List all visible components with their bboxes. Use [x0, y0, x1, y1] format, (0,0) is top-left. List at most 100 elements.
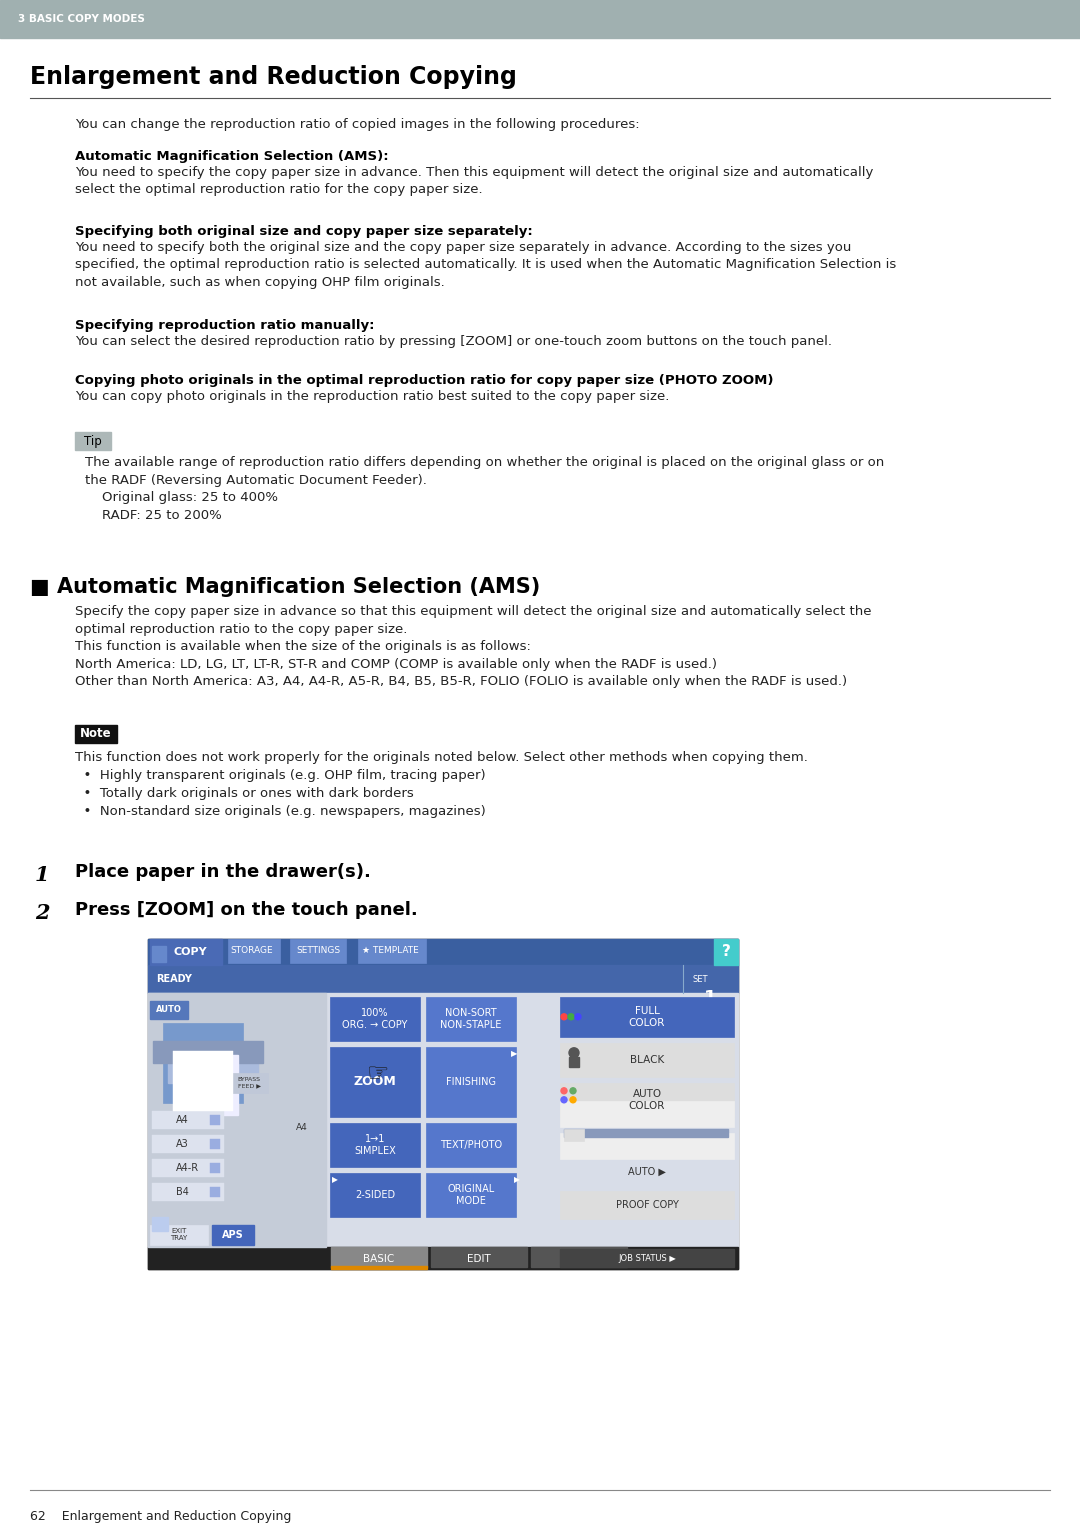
Text: You can select the desired reproduction ratio by pressing [ZOOM] or one-touch zo: You can select the desired reproduction … — [75, 336, 832, 348]
Bar — [431, 1247, 527, 1267]
Circle shape — [570, 1097, 576, 1103]
Text: Copying photo originals in the optimal reproduction ratio for copy paper size (P: Copying photo originals in the optimal r… — [75, 374, 773, 387]
Circle shape — [570, 1088, 576, 1094]
Bar — [561, 1132, 734, 1158]
Text: Specifying reproduction ratio manually:: Specifying reproduction ratio manually: — [75, 319, 375, 333]
Bar — [152, 1158, 224, 1177]
Bar — [569, 1057, 579, 1067]
Text: ■ Automatic Magnification Selection (AMS): ■ Automatic Magnification Selection (AMS… — [30, 578, 540, 597]
Text: You can copy photo originals in the reproduction ratio best suited to the copy p: You can copy photo originals in the repr… — [75, 390, 670, 403]
Circle shape — [561, 1088, 567, 1094]
Bar — [178, 1054, 238, 1115]
Circle shape — [575, 1013, 581, 1019]
Bar — [561, 1042, 734, 1077]
Bar — [152, 1216, 168, 1230]
Bar — [75, 724, 117, 743]
Bar — [330, 1247, 427, 1267]
Bar — [714, 938, 738, 964]
Bar — [153, 1041, 264, 1063]
Text: A4: A4 — [176, 1115, 189, 1125]
Text: ORIGINAL
MODE: ORIGINAL MODE — [447, 1184, 495, 1206]
Text: A3: A3 — [176, 1138, 189, 1149]
Text: STORAGE: STORAGE — [231, 946, 273, 955]
Bar — [291, 938, 346, 963]
Text: ▶: ▶ — [514, 1175, 519, 1184]
Text: PROOF COPY: PROOF COPY — [616, 1199, 678, 1210]
Text: B4: B4 — [176, 1187, 189, 1196]
Circle shape — [561, 1013, 567, 1019]
Text: BASIC: BASIC — [363, 1254, 394, 1264]
Bar — [210, 1187, 220, 1196]
Bar — [210, 1163, 220, 1174]
Bar — [150, 938, 222, 964]
Text: ZOOM: ZOOM — [353, 1076, 396, 1088]
Bar — [150, 1001, 188, 1019]
Text: Enlargement and Reduction Copying: Enlargement and Reduction Copying — [30, 66, 517, 89]
Bar — [564, 1129, 728, 1137]
Circle shape — [568, 1013, 573, 1019]
Text: AUTO ▶: AUTO ▶ — [629, 1167, 666, 1177]
Bar — [150, 1225, 208, 1245]
Bar — [330, 1123, 420, 1167]
Text: ▶: ▶ — [332, 1175, 338, 1184]
Bar — [163, 1022, 243, 1103]
Text: EDIT: EDIT — [468, 1254, 491, 1264]
Text: AUTO
COLOR: AUTO COLOR — [629, 1088, 665, 1111]
Bar — [152, 946, 166, 961]
Text: APS: APS — [222, 1230, 244, 1239]
Text: 1: 1 — [35, 865, 50, 885]
Text: 1→1
SIMPLEX: 1→1 SIMPLEX — [354, 1134, 396, 1157]
Bar — [330, 1047, 420, 1117]
Text: A4: A4 — [296, 1123, 308, 1132]
Text: ★ TEMPLATE: ★ TEMPLATE — [362, 946, 418, 955]
Bar — [561, 1083, 734, 1117]
Bar — [228, 938, 280, 963]
Bar — [357, 938, 426, 963]
Text: You need to specify both the original size and the copy paper size separately in: You need to specify both the original si… — [75, 240, 896, 289]
Text: Automatic Magnification Selection (AMS):: Automatic Magnification Selection (AMS): — [75, 150, 389, 163]
Text: FULL
COLOR: FULL COLOR — [629, 1005, 665, 1028]
Bar — [210, 1115, 220, 1125]
Bar — [0, 0, 1080, 38]
Bar — [173, 1051, 233, 1111]
Bar — [148, 993, 738, 1247]
Bar — [330, 996, 420, 1041]
Bar — [561, 1190, 734, 1219]
Text: SETTINGS: SETTINGS — [296, 946, 340, 955]
Bar — [152, 1183, 224, 1201]
Text: Note: Note — [80, 727, 112, 740]
Bar — [148, 938, 738, 1268]
Text: FINISHING: FINISHING — [446, 1077, 496, 1086]
Bar — [148, 993, 326, 1247]
Text: The available range of reproduction ratio differs depending on whether the origi: The available range of reproduction rati… — [85, 455, 885, 521]
Bar — [561, 1100, 734, 1126]
Bar — [426, 1047, 516, 1117]
Bar — [75, 432, 111, 451]
Bar — [561, 1248, 734, 1267]
Text: You need to specify the copy paper size in advance. Then this equipment will det: You need to specify the copy paper size … — [75, 167, 874, 197]
Text: ?: ? — [721, 944, 730, 960]
Text: You can change the reproduction ratio of copied images in the following procedur: You can change the reproduction ratio of… — [75, 118, 639, 131]
Bar — [426, 1174, 516, 1216]
Text: NON-SORT
NON-STAPLE: NON-SORT NON-STAPLE — [441, 1007, 502, 1030]
Bar — [426, 996, 516, 1041]
Bar — [212, 1225, 254, 1245]
Text: ▶: ▶ — [511, 1048, 517, 1057]
Text: AUTO: AUTO — [157, 1005, 181, 1015]
Bar — [152, 1111, 224, 1129]
Bar — [330, 1265, 427, 1268]
Text: This function does not work properly for the originals noted below. Select other: This function does not work properly for… — [75, 750, 808, 817]
Text: 3 BASIC COPY MODES: 3 BASIC COPY MODES — [18, 14, 145, 24]
Text: EXIT
TRAY: EXIT TRAY — [171, 1229, 188, 1241]
Bar — [330, 1174, 420, 1216]
Bar — [561, 996, 734, 1038]
Bar — [148, 1247, 738, 1268]
Text: A4-R: A4-R — [176, 1163, 199, 1174]
Text: SET: SET — [692, 975, 707, 984]
Text: BYPASS
FEED ▶: BYPASS FEED ▶ — [238, 1077, 260, 1088]
Text: 62    Enlargement and Reduction Copying: 62 Enlargement and Reduction Copying — [30, 1510, 292, 1523]
Text: 2: 2 — [35, 903, 50, 923]
Text: Tip: Tip — [84, 434, 102, 448]
Text: READY: READY — [156, 973, 192, 984]
Bar — [210, 1138, 220, 1149]
